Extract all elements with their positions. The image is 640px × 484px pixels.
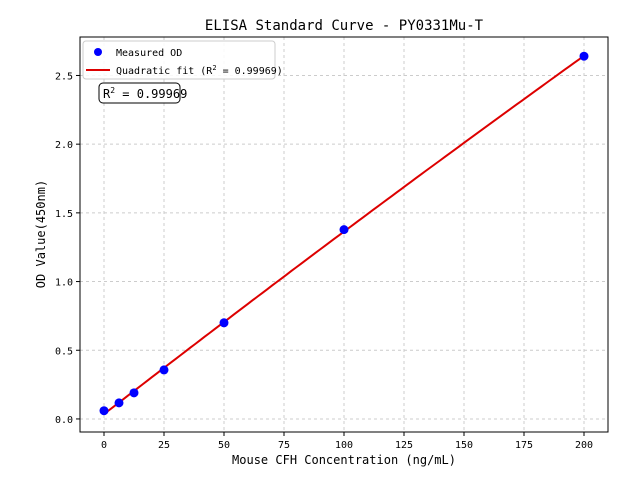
x-tick-label: 150 <box>455 440 473 451</box>
x-tick-label: 25 <box>158 440 170 451</box>
y-tick-label: 1.5 <box>55 209 73 220</box>
data-point <box>99 406 109 416</box>
data-point <box>339 225 349 235</box>
x-tick-label: 75 <box>278 440 290 451</box>
data-point <box>114 398 124 408</box>
legend-marker-measured <box>94 48 102 56</box>
data-point <box>129 388 139 398</box>
x-tick-label: 125 <box>395 440 413 451</box>
x-tick-label: 0 <box>101 440 107 451</box>
chart-title: ELISA Standard Curve - PY0331Mu-T <box>205 18 484 34</box>
data-point <box>159 365 169 375</box>
data-point <box>219 318 229 328</box>
legend-label-measured: Measured OD <box>116 48 182 59</box>
legend-label-fit: Quadratic fit (R2 = 0.99969) <box>116 64 283 77</box>
y-tick-label: 2.5 <box>55 71 73 82</box>
y-tick-label: 0.5 <box>55 346 73 357</box>
y-tick-label: 1.0 <box>55 278 73 289</box>
y-axis-label: OD Value(450nm) <box>34 180 48 288</box>
points-layer <box>99 51 589 416</box>
y-ticks: 0.0 0.5 1.0 1.5 2.0 2.5 <box>55 71 80 426</box>
svg-text:R2 = 0.99969: R2 = 0.99969 <box>103 86 187 101</box>
r-squared-annotation: R2 = 0.99969 <box>98 82 187 104</box>
data-point <box>579 51 589 61</box>
y-tick-label: 2.0 <box>55 140 73 151</box>
x-tick-label: 100 <box>335 440 353 451</box>
x-tick-label: 50 <box>218 440 230 451</box>
x-ticks: 0 25 50 75 100 125 150 175 200 <box>101 432 593 451</box>
grid <box>80 37 608 432</box>
x-tick-label: 200 <box>575 440 593 451</box>
legend: Measured OD Quadratic fit (R2 = 0.99969) <box>82 40 283 80</box>
x-tick-label: 175 <box>515 440 533 451</box>
y-tick-label: 0.0 <box>55 415 73 426</box>
x-axis-label: Mouse CFH Concentration (ng/mL) <box>232 453 456 467</box>
